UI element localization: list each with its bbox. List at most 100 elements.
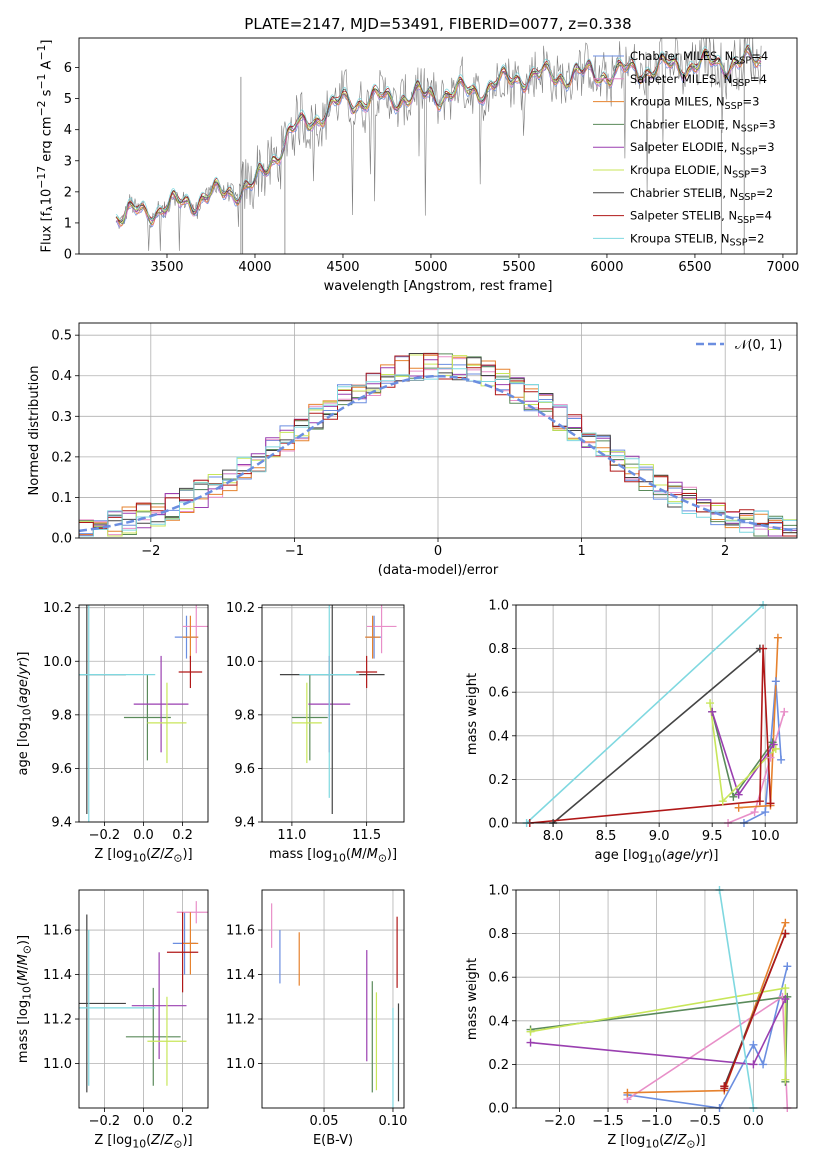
y-tick-label: 0.4 <box>488 729 509 744</box>
x-tick-label: 6500 <box>678 260 711 275</box>
legend-label: Kroupa MILES, NSSP=3 <box>630 95 759 110</box>
weight-marker <box>761 808 770 817</box>
x-tick-label: 2 <box>721 544 729 559</box>
y-axis-label: mass weight <box>465 673 480 755</box>
x-axis-label: mass [log10(M/M⊙)] <box>269 847 397 865</box>
weight-marker <box>771 677 780 686</box>
weight-series-line <box>552 647 761 823</box>
y-tick-label: 10.2 <box>226 601 255 616</box>
legend-label: Kroupa STELIB, NSSP=2 <box>630 231 764 246</box>
y-axis-label: age [log10(age/yr)] <box>16 652 34 776</box>
model-fit-line <box>115 43 762 221</box>
weight-marker <box>759 644 768 653</box>
weight-marker <box>781 984 790 993</box>
x-tick-label: −1 <box>285 544 304 559</box>
x-axis-label: age [log10(age/yr)] <box>595 848 719 866</box>
legend-label: Chabrier STELIB, NSSP=2 <box>630 186 773 201</box>
y-tick-label: 1.0 <box>488 884 509 899</box>
weight-marker <box>729 792 738 801</box>
x-tick-label: 8.5 <box>596 829 617 844</box>
legend-label: Chabrier MILES, NSSP=4 <box>630 49 768 64</box>
y-tick-label: 0.0 <box>488 817 509 832</box>
plot-area <box>79 352 797 537</box>
y-axis-label: Normed distribution <box>27 366 42 496</box>
weight-marker <box>706 699 715 708</box>
x-axis-label: Z [log10(Z/Z⊙)] <box>607 1133 705 1151</box>
weight-marker <box>750 808 759 817</box>
x-tick-label: 11.0 <box>277 828 306 843</box>
x-axis-label: E(B-V) <box>313 1133 353 1148</box>
axes-frame <box>78 889 209 1109</box>
x-tick-label: 10.0 <box>751 829 780 844</box>
age-vs-metallicity-panel: −0.2 0.0 0.2 9.4 9.6 9.8 10.0 10.2 Z [log10(Z/Z⊙… <box>16 601 209 865</box>
x-tick-label: −2 <box>141 544 160 559</box>
y-tick-label: 9.6 <box>234 762 255 777</box>
x-axis-label: wavelength [Angstrom, rest frame] <box>324 279 553 294</box>
y-tick-label: 0 <box>64 248 72 263</box>
weight-vs-age-panel: 8.0 8.5 9.0 9.5 10.0 0.0 0.2 0.4 0.6 0.8 1.0 age [l… <box>465 599 798 866</box>
residuals-panel: −2 −1 0 1 2 0.0 0.1 0.2 0.3 0.4 0.5 (data-model)/er… <box>27 322 798 578</box>
spectrum-legend: Chabrier MILES, NSSP=4 Salpeter MILES, NS… <box>593 49 776 246</box>
weight-marker <box>769 740 778 749</box>
weight-marker <box>780 707 789 716</box>
weight-marker <box>766 753 775 762</box>
x-tick-label: 0.0 <box>133 1114 154 1129</box>
y-tick-label: 5 <box>64 92 72 107</box>
x-tick-label: 9.5 <box>702 829 723 844</box>
weight-marker <box>773 633 782 642</box>
y-tick-label: 11.2 <box>43 1013 72 1028</box>
y-tick-label: 0.8 <box>488 927 509 942</box>
x-tick-label: 11.5 <box>352 828 381 843</box>
y-tick-label: 9.8 <box>234 708 255 723</box>
axes-frame <box>78 604 209 823</box>
y-tick-label: 6 <box>64 61 72 76</box>
legend-label: Salpeter STELIB, NSSP=4 <box>630 209 772 224</box>
x-axis-label: (data-model)/error <box>378 563 498 578</box>
legend-label: Salpeter MILES, NSSP=4 <box>630 72 767 87</box>
legend-label: Kroupa ELODIE, NSSP=3 <box>630 163 767 178</box>
residual-histogram <box>79 353 797 537</box>
x-tick-label: 3500 <box>150 260 183 275</box>
plot-area <box>115 38 762 254</box>
y-tick-label: 11.4 <box>43 968 72 983</box>
weight-marker <box>759 1060 768 1069</box>
axes-frame <box>78 37 798 255</box>
weight-marker <box>777 755 786 764</box>
weight-marker <box>526 1038 535 1047</box>
y-tick-label: 0.2 <box>51 450 72 465</box>
y-tick-label: 11.0 <box>226 1057 255 1072</box>
plot-area <box>530 890 789 1108</box>
plot-area <box>79 605 208 822</box>
mass-vs-ebv-panel: 0.05 0.10 11.0 11.2 11.4 11.6 E(B-V) <box>226 889 407 1148</box>
weight-vs-metallicity-panel: −2.0 −1.5 −1.0 −0.5 0.0 0.0 0.2 0.4 0.6 0.8 1.0 Z [… <box>465 884 798 1151</box>
axes-frame <box>78 322 798 539</box>
y-tick-label: 0.4 <box>51 369 72 384</box>
y-tick-label: 2 <box>64 185 72 200</box>
plot-area <box>271 903 400 1108</box>
normal-reference-curve <box>79 374 795 533</box>
weight-marker <box>771 744 780 753</box>
axes-frame <box>261 889 405 1109</box>
y-tick-label: 0.2 <box>488 1058 509 1073</box>
weight-series-line <box>718 890 755 1108</box>
weight-marker <box>781 918 790 927</box>
plot-area <box>279 605 397 814</box>
x-tick-label: 9.0 <box>649 829 670 844</box>
weight-marker <box>734 790 743 799</box>
y-tick-label: 0.8 <box>488 642 509 657</box>
x-tick-label: 7000 <box>766 260 799 275</box>
x-tick-label: −0.2 <box>89 828 121 843</box>
weight-series-line <box>529 648 772 823</box>
x-tick-label: 5000 <box>414 260 447 275</box>
weight-marker <box>781 1075 790 1084</box>
x-tick-label: −1.5 <box>592 1114 624 1129</box>
axes-frame <box>515 604 798 824</box>
x-tick-label: 8.0 <box>543 829 564 844</box>
y-tick-label: 10.2 <box>43 601 72 616</box>
axes-frame <box>515 889 798 1109</box>
y-tick-label: 0.2 <box>488 773 509 788</box>
y-tick-label: 11.0 <box>43 1057 72 1072</box>
y-tick-label: 0.0 <box>51 532 72 547</box>
y-tick-label: 11.6 <box>226 924 255 939</box>
weight-marker <box>708 707 717 716</box>
